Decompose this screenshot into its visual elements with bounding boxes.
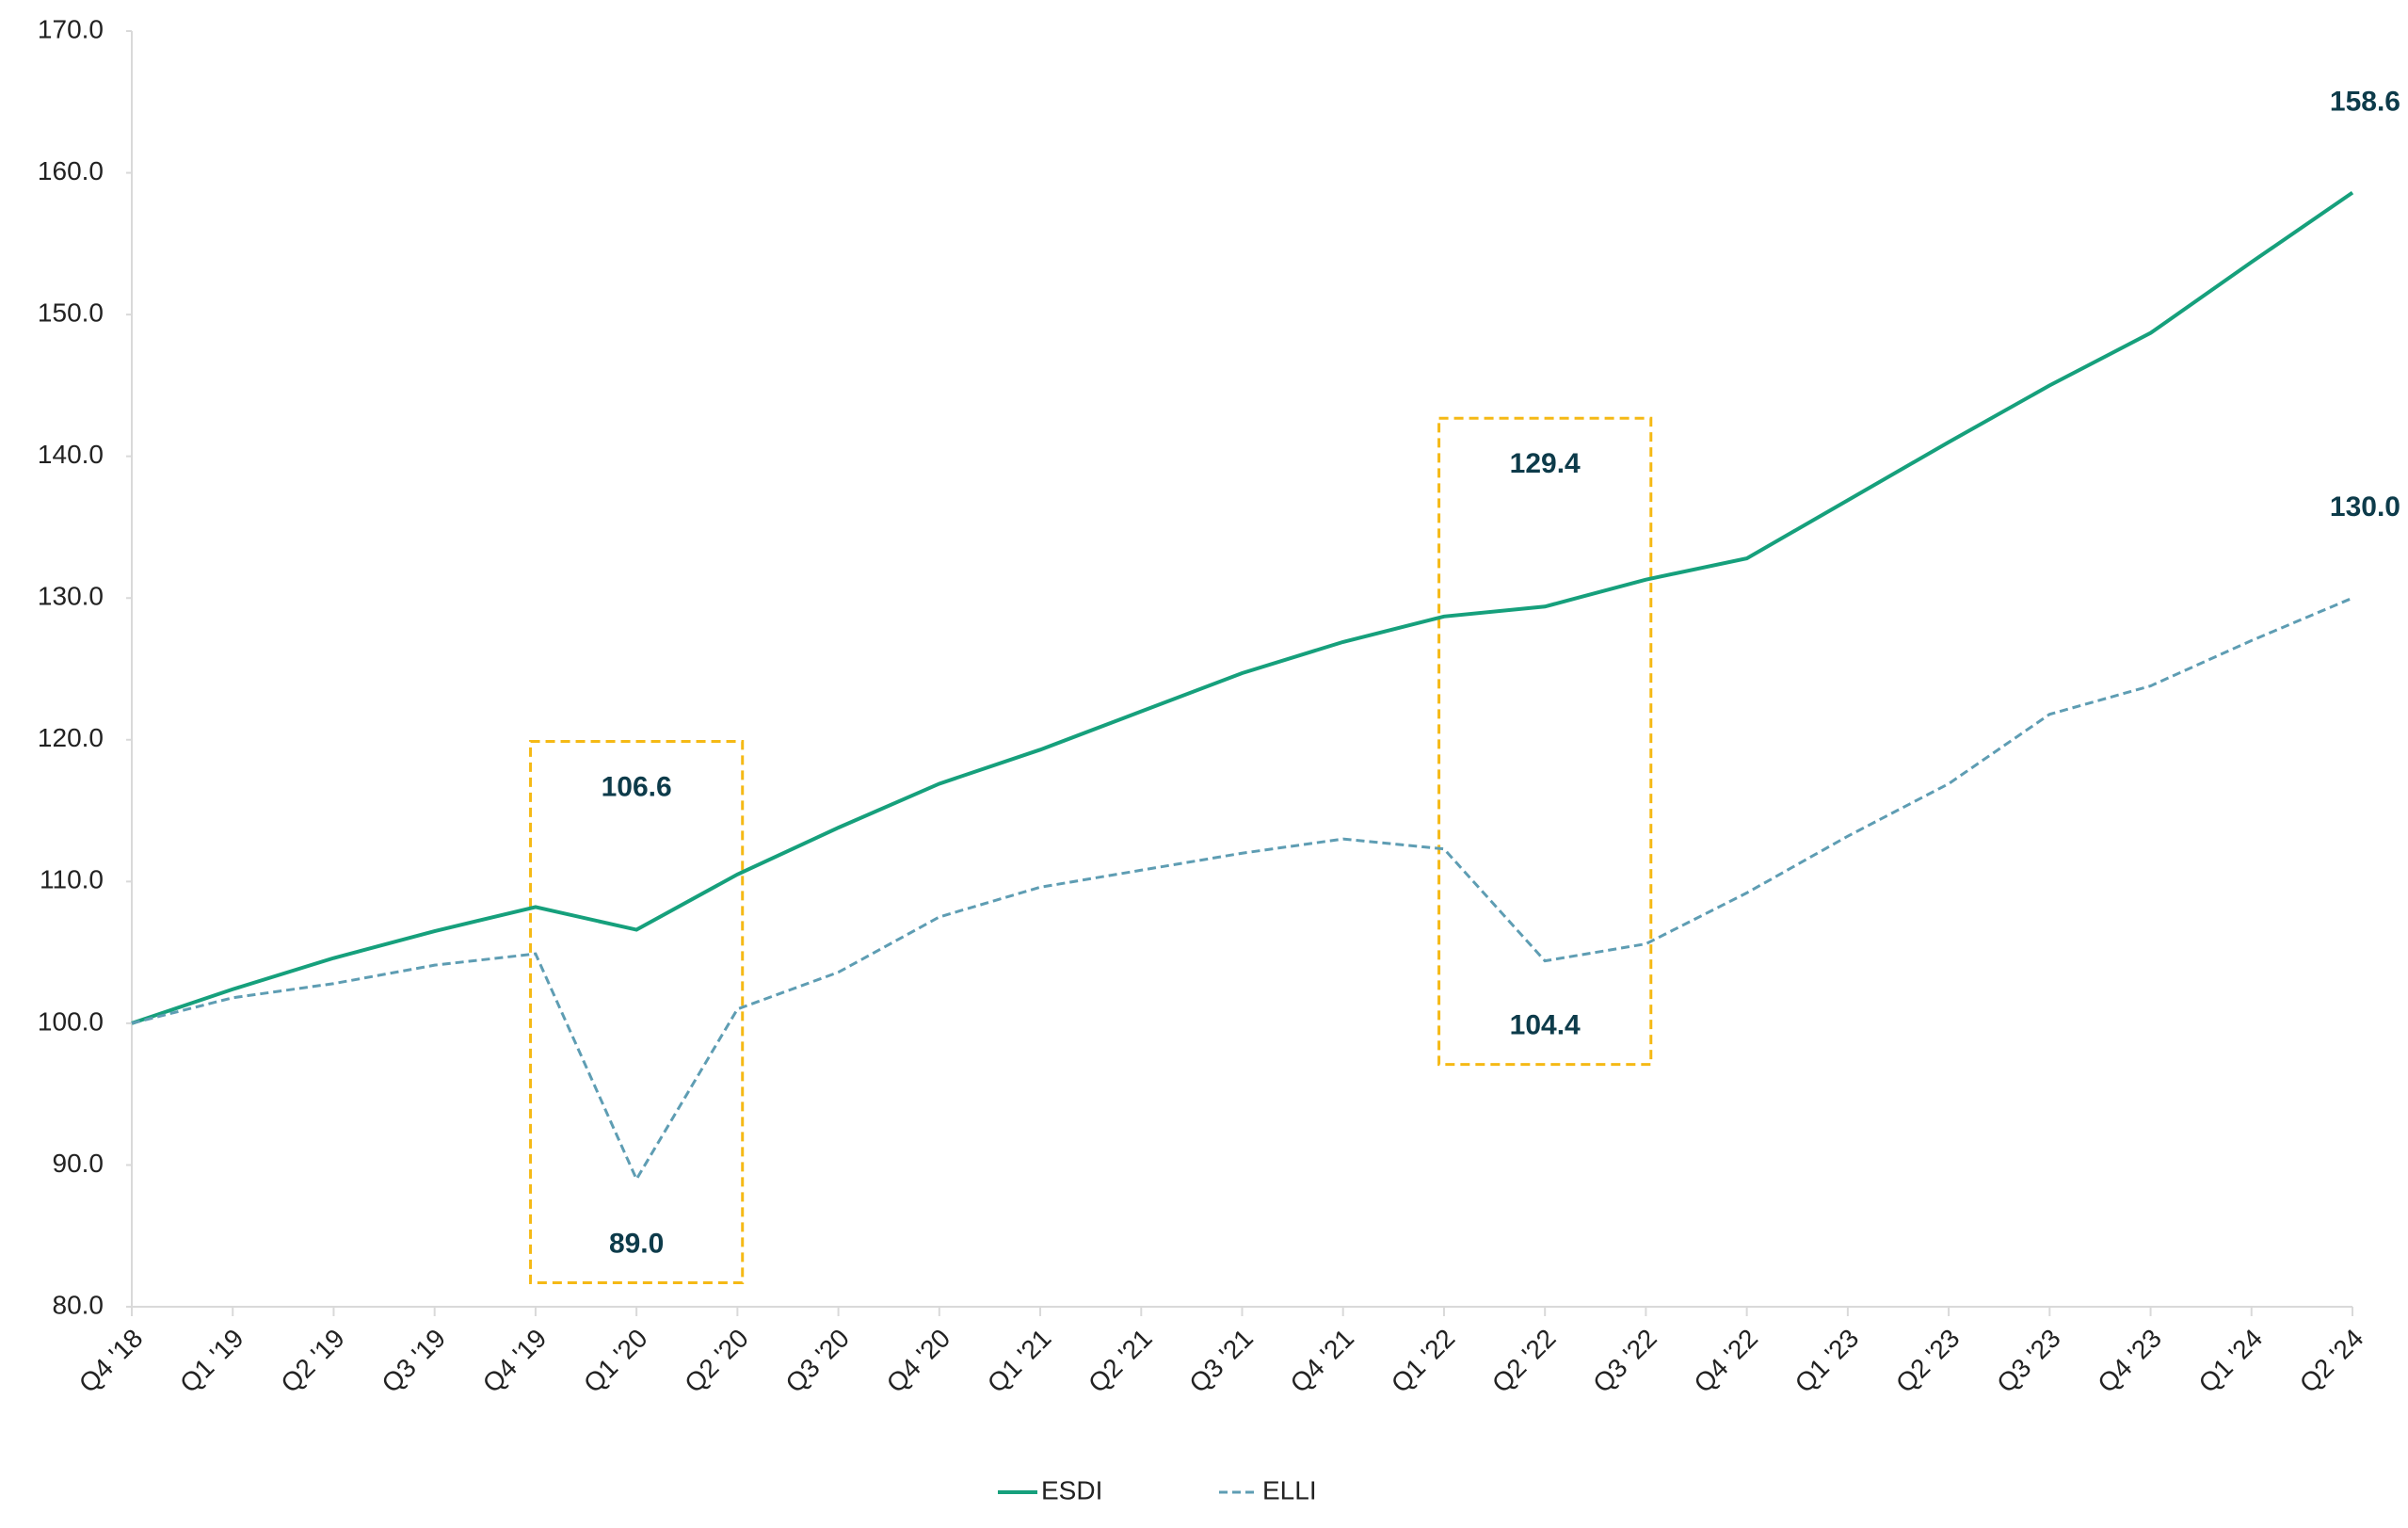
x-tick-label: Q3 '19: [377, 1324, 452, 1399]
y-tick-label: 100.0: [38, 1006, 104, 1036]
y-tick-label: 160.0: [38, 156, 104, 185]
y-tick-label: 170.0: [38, 14, 104, 43]
legend-label: ELLI: [1262, 1475, 1317, 1504]
y-tick-label: 150.0: [38, 298, 104, 328]
x-tick-label: Q1 '21: [982, 1324, 1057, 1399]
data-label: 129.4: [1510, 448, 1581, 479]
x-tick-label: Q1 '24: [2193, 1324, 2269, 1399]
x-tick-label: Q1 '22: [1386, 1324, 1461, 1399]
data-label: 130.0: [2330, 491, 2400, 523]
highlight-box: [1437, 416, 1653, 1067]
x-tick-label: Q2 '21: [1083, 1324, 1158, 1399]
x-tick-label: Q3 '22: [1587, 1324, 1662, 1399]
x-tick-label: Q2 '20: [679, 1324, 754, 1399]
x-tick-label: Q4 '20: [881, 1324, 956, 1399]
y-tick-label: 110.0: [40, 865, 104, 894]
x-tick-label: Q4 '23: [2092, 1324, 2167, 1399]
x-tick-label: Q3 '20: [779, 1324, 855, 1399]
series-line: [131, 596, 2353, 1182]
x-tick-label: Q3 '21: [1183, 1324, 1259, 1399]
legend-label: ESDI: [1041, 1475, 1102, 1504]
x-tick-label: Q2 '22: [1486, 1324, 1562, 1399]
y-tick-label: 120.0: [38, 723, 104, 752]
y-tick-label: 90.0: [53, 1149, 104, 1178]
data-label: 158.6: [2330, 87, 2400, 118]
x-tick-label: Q2 '24: [2294, 1324, 2369, 1399]
y-tick-label: 80.0: [53, 1290, 104, 1319]
x-tick-label: Q4 '18: [73, 1324, 149, 1399]
highlight-box: [529, 740, 745, 1284]
data-label: 104.4: [1510, 1010, 1581, 1041]
data-label: 106.6: [602, 771, 672, 802]
x-tick-label: Q2 '19: [275, 1324, 350, 1399]
x-tick-label: Q1 '20: [578, 1324, 653, 1399]
x-tick-label: Q2 '23: [1890, 1324, 1966, 1399]
x-tick-label: Q3 '23: [1991, 1324, 2066, 1399]
x-tick-label: Q4 '19: [477, 1324, 553, 1399]
y-tick-label: 140.0: [38, 440, 104, 469]
x-tick-label: Q4 '22: [1688, 1324, 1763, 1399]
data-label: 89.0: [609, 1228, 664, 1259]
x-tick-label: Q4 '21: [1285, 1324, 1360, 1399]
y-tick-label: 130.0: [38, 582, 104, 611]
x-tick-label: Q1 '23: [1790, 1324, 1865, 1399]
series-line: [131, 190, 2354, 1025]
x-tick-label: Q1 '19: [174, 1324, 249, 1399]
